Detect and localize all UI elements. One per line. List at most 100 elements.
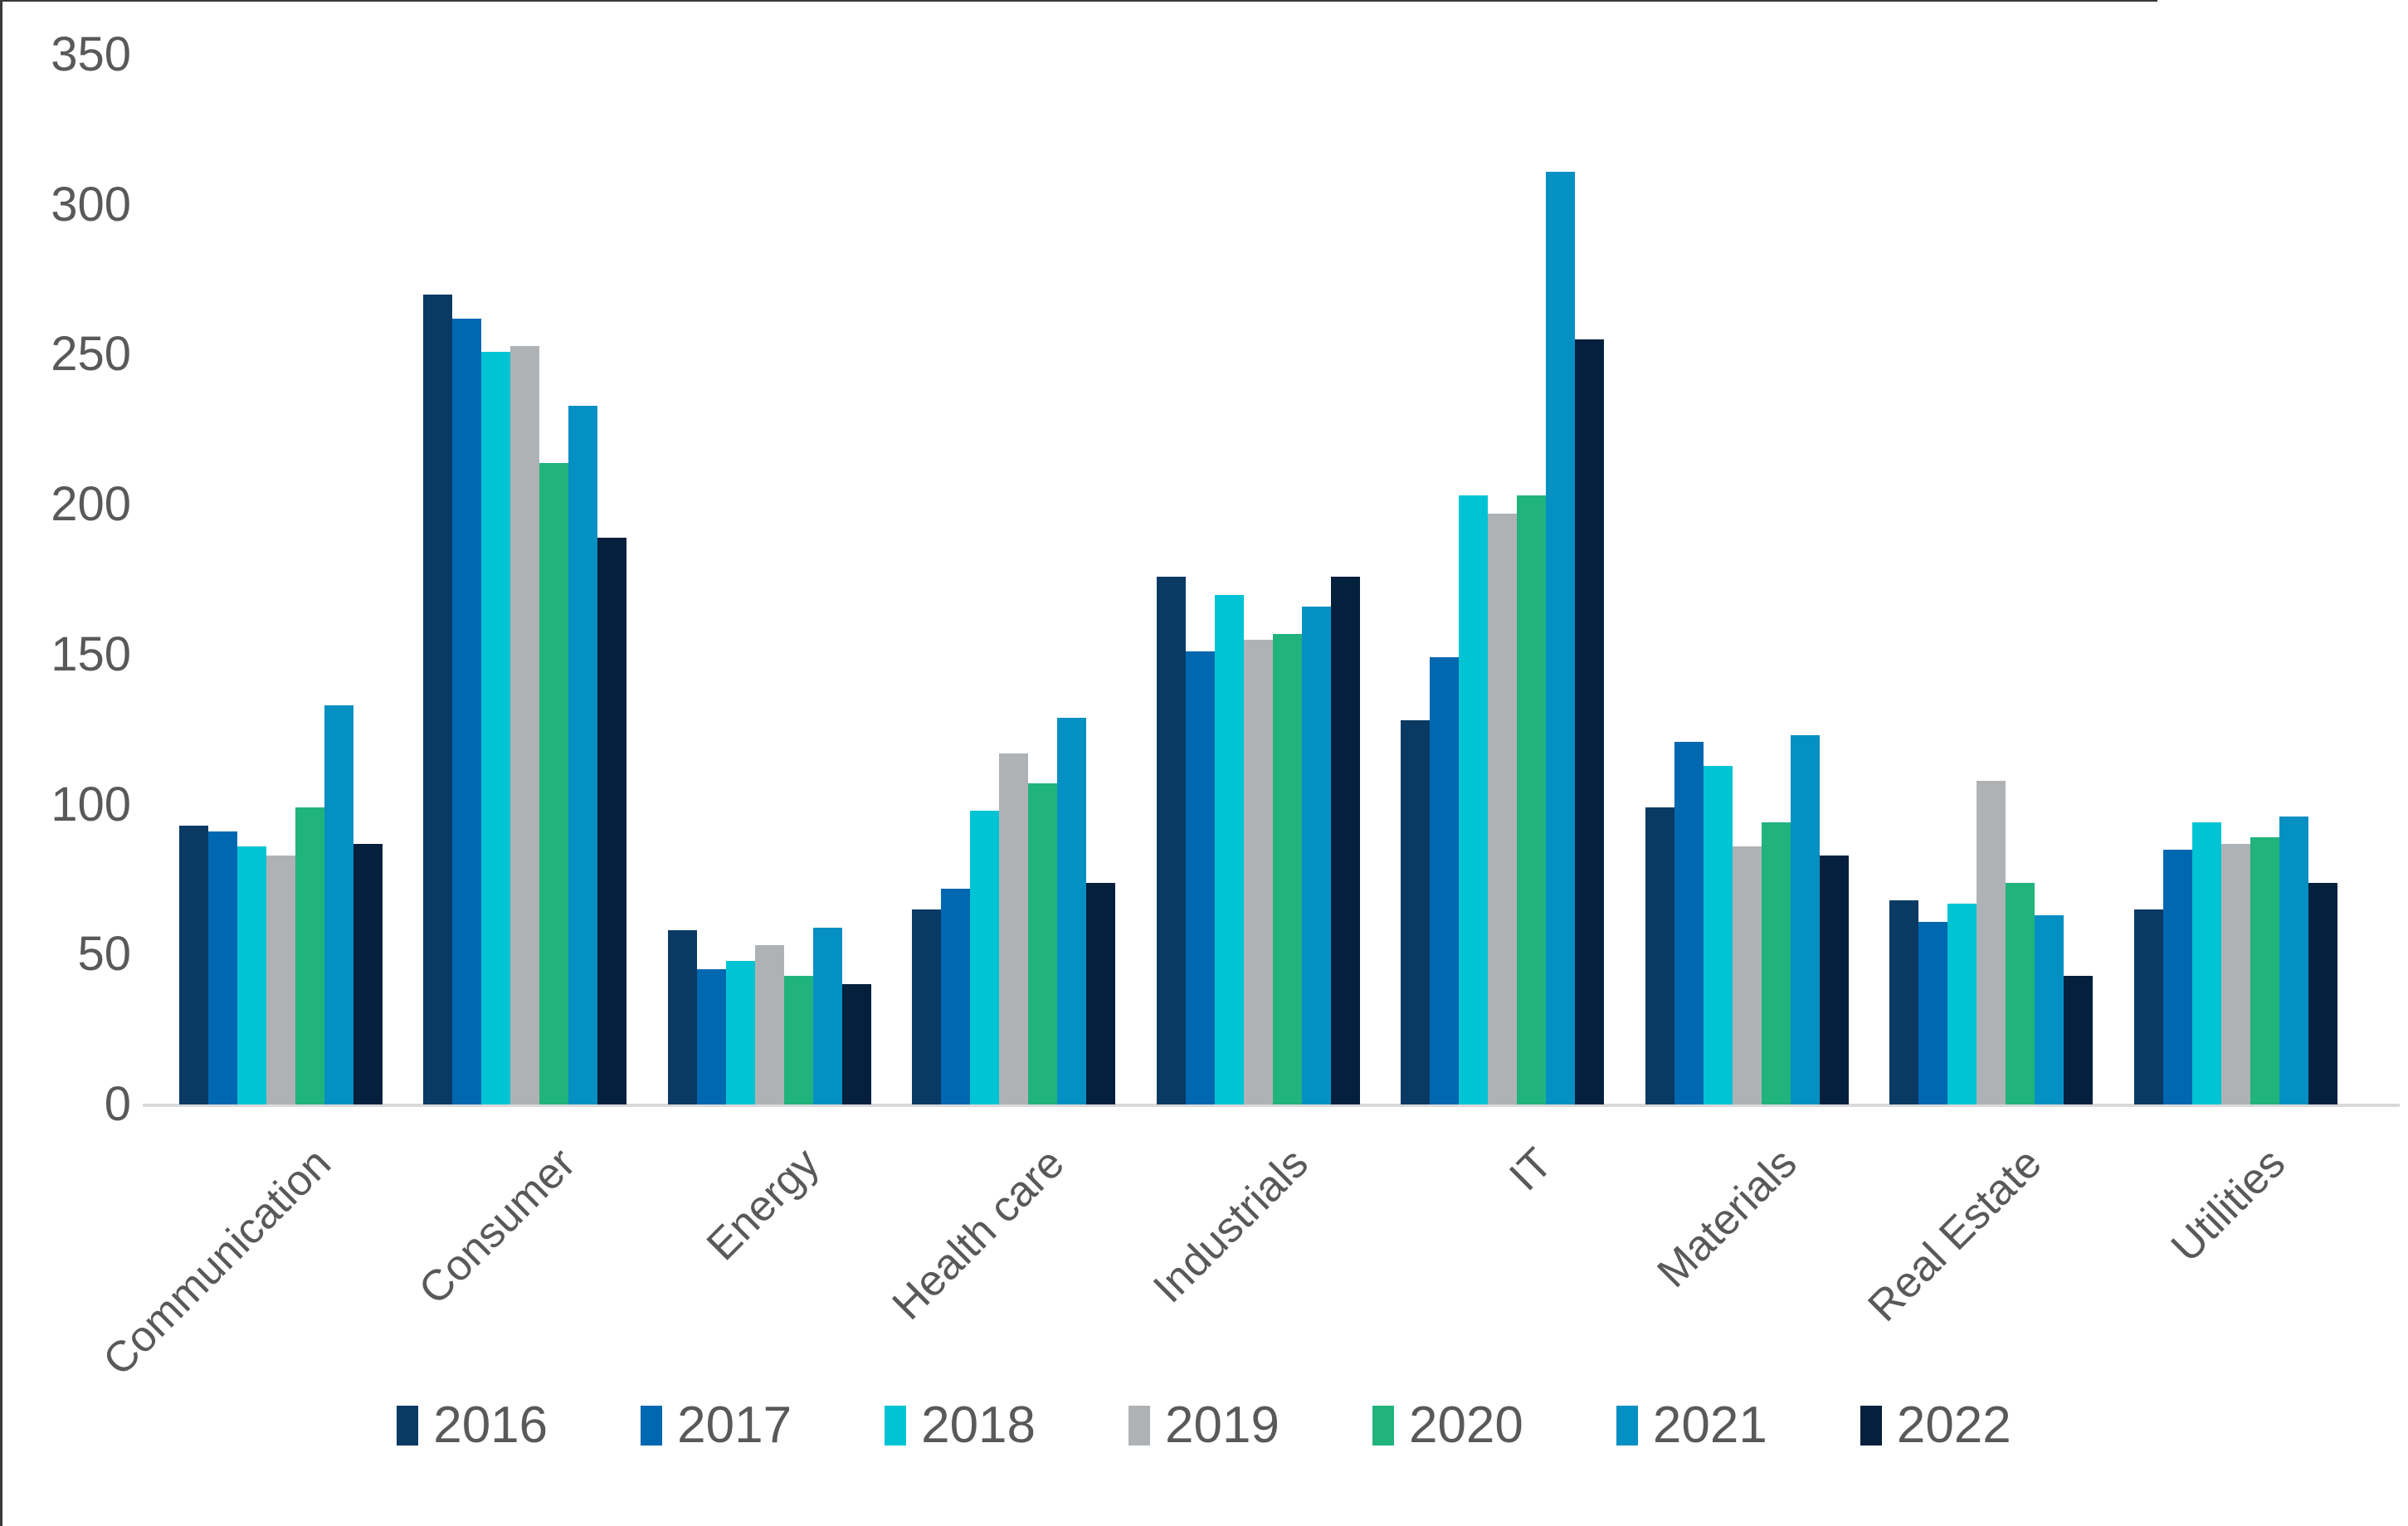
bar-2020-real-estate <box>2006 882 2035 1104</box>
legend-label: 2020 <box>1408 1397 1523 1454</box>
bar-2022-utilities <box>2308 882 2337 1104</box>
bar-2018-industrials <box>1214 594 1244 1104</box>
legend-item-2020: 2020 <box>1372 1396 1523 1455</box>
legend-swatch-icon <box>1128 1405 1151 1446</box>
x-axis-category-label: Energy <box>698 1138 829 1270</box>
legend-label: 2018 <box>921 1397 1036 1454</box>
bar-2019-it <box>1488 513 1517 1104</box>
bar-2016-industrials <box>1156 576 1186 1104</box>
bar-2016-utilities <box>2133 909 2163 1104</box>
y-axis-tick-label: 0 <box>104 1077 131 1131</box>
bar-2022-energy <box>841 984 871 1104</box>
legend-swatch-icon <box>1372 1405 1394 1446</box>
legend-label: 2019 <box>1165 1397 1280 1454</box>
bar-2020-consumer <box>539 462 568 1104</box>
y-axis-tick-label: 150 <box>51 626 131 681</box>
bar-2016-consumer <box>423 295 452 1104</box>
bar-2018-health-care <box>970 810 999 1104</box>
bar-2018-energy <box>725 960 755 1104</box>
bar-2020-it <box>1517 495 1546 1104</box>
bar-2021-health-care <box>1057 717 1086 1104</box>
bar-2021-utilities <box>2279 817 2308 1104</box>
legend-item-2016: 2016 <box>397 1396 548 1455</box>
x-axis-category-label: Communication <box>94 1138 340 1386</box>
bar-2021-consumer <box>568 405 597 1104</box>
bar-2022-materials <box>1819 856 1849 1104</box>
legend-label: 2021 <box>1652 1397 1767 1454</box>
bar-2017-communication <box>207 831 237 1104</box>
bar-2017-real-estate <box>1918 921 1947 1104</box>
bar-2018-consumer <box>481 351 510 1104</box>
screenshot-top-border <box>0 0 2157 2</box>
legend-item-2017: 2017 <box>641 1396 792 1455</box>
y-axis-tick-label: 100 <box>51 777 131 831</box>
legend-item-2022: 2022 <box>1860 1396 2011 1455</box>
bar-2022-industrials <box>1330 576 1360 1104</box>
legend-item-2021: 2021 <box>1616 1396 1767 1455</box>
bar-2019-industrials <box>1243 639 1273 1104</box>
bar-2019-health-care <box>999 753 1028 1104</box>
legend-item-2018: 2018 <box>885 1396 1036 1455</box>
legend-swatch-icon <box>885 1405 907 1446</box>
bar-2022-it <box>1575 339 1604 1104</box>
bar-2019-materials <box>1732 846 1762 1104</box>
bar-2017-industrials <box>1185 651 1215 1104</box>
bar-2021-it <box>1546 171 1575 1104</box>
legend-label: 2016 <box>433 1397 548 1454</box>
bar-2017-it <box>1430 657 1459 1104</box>
legend-swatch-icon <box>1616 1405 1638 1446</box>
bar-2022-real-estate <box>2064 975 2093 1104</box>
bar-2016-real-estate <box>1889 900 1918 1104</box>
y-axis-tick-label: 300 <box>51 177 131 232</box>
x-axis-line <box>143 1104 2400 1107</box>
bar-2017-energy <box>696 969 726 1104</box>
x-axis-category-label: Materials <box>1648 1138 1806 1297</box>
y-axis-tick-label: 200 <box>51 477 131 532</box>
legend-item-2019: 2019 <box>1128 1396 1280 1455</box>
bar-2019-real-estate <box>1977 780 2006 1104</box>
legend-label: 2017 <box>677 1397 792 1454</box>
x-axis-category-label: Utilities <box>2162 1138 2295 1272</box>
bar-2016-materials <box>1645 807 1674 1104</box>
bar-2019-communication <box>266 856 295 1104</box>
legend-swatch-icon <box>641 1405 663 1446</box>
bar-2018-utilities <box>2191 822 2221 1104</box>
bar-2019-consumer <box>510 345 539 1104</box>
y-axis-tick-label: 350 <box>51 27 131 81</box>
bar-2018-real-estate <box>1947 903 1977 1104</box>
bar-2020-energy <box>783 975 813 1104</box>
bar-2018-communication <box>236 846 266 1104</box>
legend-swatch-icon <box>397 1405 419 1446</box>
chart-legend: 2016 2017 2018 2019 2020 2021 2022 <box>0 1396 2408 1455</box>
bar-2017-consumer <box>452 319 481 1104</box>
bar-2021-industrials <box>1301 607 1331 1104</box>
bar-2021-communication <box>324 705 353 1104</box>
bar-2016-communication <box>178 825 208 1104</box>
screenshot-left-border <box>0 0 2 1526</box>
bar-2016-it <box>1401 720 1430 1104</box>
x-axis-category-label: Real Estate <box>1859 1138 2051 1331</box>
bar-2017-utilities <box>2162 849 2192 1104</box>
bar-2017-health-care <box>941 888 970 1104</box>
y-axis-tick-label: 250 <box>51 327 131 382</box>
x-axis-category-label: Consumer <box>409 1138 585 1314</box>
bar-2016-energy <box>667 930 697 1104</box>
bar-2020-materials <box>1761 822 1791 1104</box>
bar-2018-materials <box>1703 765 1733 1104</box>
bar-2017-materials <box>1674 741 1704 1104</box>
bar-2018-it <box>1459 495 1488 1104</box>
bar-2020-health-care <box>1028 783 1057 1104</box>
bar-2021-real-estate <box>2035 915 2064 1104</box>
y-axis-tick-label: 50 <box>77 927 131 982</box>
x-axis-category-label: IT <box>1500 1138 1562 1201</box>
bar-2019-utilities <box>2220 843 2250 1104</box>
legend-label: 2022 <box>1896 1397 2011 1454</box>
bar-2021-materials <box>1790 735 1820 1104</box>
bar-2022-consumer <box>597 537 626 1104</box>
bar-2022-communication <box>353 843 383 1104</box>
bar-2016-health-care <box>912 909 941 1104</box>
bar-2021-energy <box>812 927 842 1104</box>
x-axis-category-label: Health care <box>883 1138 1074 1329</box>
bar-2020-industrials <box>1272 633 1302 1104</box>
